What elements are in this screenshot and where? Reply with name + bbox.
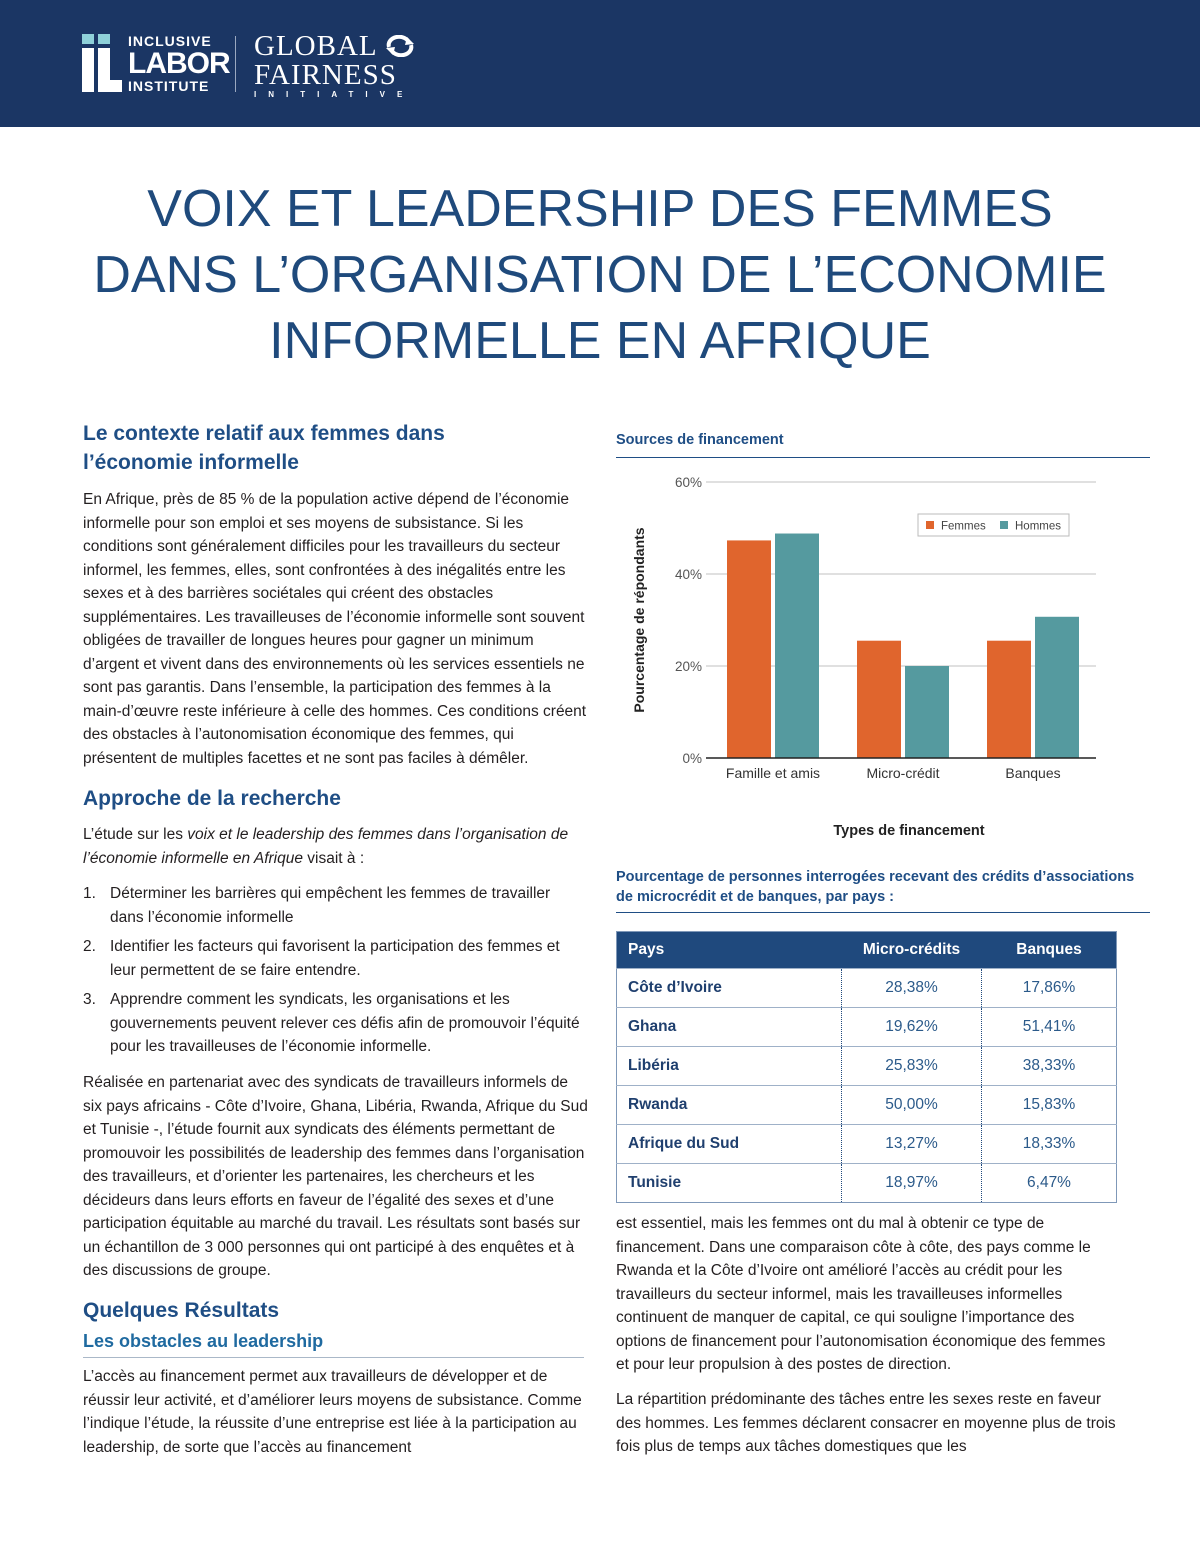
country-cell: Côte d’Ivoire	[616, 968, 842, 1008]
y-tick-label: 20%	[675, 659, 702, 674]
table-row: Rwanda 50,00% 15,83%	[616, 1085, 1117, 1125]
x-tick-label: Micro-crédit	[866, 765, 939, 781]
legend-label: Hommes	[1015, 521, 1061, 533]
table-row: Côte d’Ivoire 28,38% 17,86%	[616, 968, 1117, 1008]
logo-text: INCLUSIVE	[128, 33, 212, 49]
list-text: Identifier les facteurs qui favorisent l…	[110, 938, 560, 979]
paragraph-partnership: Réalisée en partenariat avec des syndica…	[83, 1074, 588, 1279]
title-line: DANS L’ORGANISATION DE L’ECONOMIE	[93, 246, 1107, 304]
x-tick-label: Banques	[1005, 765, 1060, 781]
microcredit-cell: 25,83%	[841, 1046, 982, 1086]
bar-hommes	[1035, 616, 1079, 758]
divider	[616, 457, 1150, 458]
microcredit-cell: 50,00%	[841, 1085, 982, 1125]
text: L’étude sur les	[83, 826, 188, 843]
logo-text: LABOR	[128, 47, 231, 80]
paragraph-approach: L’étude sur les voix et le leadership de…	[83, 823, 588, 870]
paragraph-context: En Afrique, près de 85 % de la populatio…	[83, 491, 587, 767]
legend-label: Femmes	[941, 521, 986, 533]
objectives-list: 1. Déterminer les barrières qui empêchent…	[83, 882, 588, 1065]
chart-title: Sources de financement	[616, 432, 784, 448]
bank-cell: 15,83%	[981, 1085, 1117, 1125]
paragraph-obstacles: L’accès au financement permet aux travai…	[83, 1368, 582, 1456]
text: visait à :	[302, 849, 365, 867]
microcredit-cell: 13,27%	[841, 1124, 982, 1164]
inclusive-labor-institute-logo: INCLUSIVE LABOR INSTITUTE	[82, 34, 231, 94]
ili-logo-mark-icon	[82, 34, 122, 92]
table-title: Pourcentage de personnes interrogées rec…	[616, 869, 1135, 905]
legend-swatch-femmes	[926, 521, 934, 529]
recycle-arrows-icon	[385, 34, 414, 58]
credit-by-country-table: Pays Micro-crédits Banques Côte d’Ivoire…	[616, 931, 1117, 1203]
y-axis-label: Pourcentage de répondants	[631, 527, 647, 712]
page-title: VOIX ET LEADERSHIP DES FEMMES DANS L’ORG…	[40, 176, 1160, 374]
legend-box	[917, 513, 1070, 537]
bank-cell: 38,33%	[981, 1046, 1117, 1086]
logo-text: INSTITUTE	[128, 78, 210, 94]
table-row: Ghana 19,62% 51,41%	[616, 1007, 1117, 1047]
logo-divider	[235, 36, 236, 92]
list-text: Apprendre comment les syndicats, les org…	[110, 991, 580, 1055]
logo-text: FAIRNESS	[254, 59, 397, 91]
table-row: Libéria 25,83% 38,33%	[616, 1046, 1117, 1086]
bank-cell: 51,41%	[981, 1007, 1117, 1047]
country-cell: Tunisie	[616, 1163, 842, 1203]
microcredit-cell: 18,97%	[841, 1163, 982, 1203]
x-axis-label: Types de financement	[833, 823, 984, 839]
list-item: 2. Identifier les facteurs qui favorisent…	[83, 935, 588, 982]
y-tick-label: 60%	[675, 475, 702, 490]
bar-hommes	[905, 666, 949, 758]
x-tick-label: Famille et amis	[726, 765, 820, 781]
y-tick-label: 40%	[675, 567, 702, 582]
column-header: Banques	[981, 931, 1117, 969]
heading-obstacles: Les obstacles au leadership	[83, 1331, 324, 1351]
bank-cell: 18,33%	[981, 1124, 1117, 1164]
bar-femmes	[857, 640, 901, 758]
divider	[616, 912, 1150, 913]
global-fairness-initiative-logo: GLOBAL FAIRNESS INITIATIVE	[254, 32, 415, 99]
table-row: Afrique du Sud 13,27% 18,33%	[616, 1124, 1117, 1164]
heading-approach: Approche de la recherche	[83, 787, 341, 810]
table-row: Tunisie 18,97% 6,47%	[616, 1163, 1117, 1203]
table-header-row: Pays Micro-crédits Banques	[616, 931, 1117, 969]
bank-cell: 17,86%	[981, 968, 1117, 1008]
microcredit-cell: 19,62%	[841, 1007, 982, 1047]
logo-text: INITIATIVE	[254, 90, 415, 99]
bar-hommes	[775, 533, 819, 758]
country-cell: Ghana	[616, 1007, 842, 1047]
country-cell: Libéria	[616, 1046, 842, 1086]
legend-swatch-hommes	[1000, 521, 1008, 529]
list-number: 3.	[83, 991, 96, 1008]
list-item: 3. Apprendre comment les syndicats, les o…	[83, 988, 588, 1059]
title-line: INFORMELLE EN AFRIQUE	[269, 312, 931, 370]
country-cell: Rwanda	[616, 1085, 842, 1125]
heading-context: Le contexte relatif aux femmes dans l’éc…	[83, 422, 445, 474]
y-tick-label: 0%	[682, 751, 702, 766]
bar-femmes	[727, 540, 771, 758]
list-number: 2.	[83, 938, 96, 955]
country-cell: Afrique du Sud	[616, 1124, 842, 1164]
column-header: Micro-crédits	[841, 931, 982, 969]
heading-results: Quelques Résultats	[83, 1299, 280, 1322]
funding-sources-chart: 0% 20% 40% 60% Famille et amis Micro-crédit Ba…	[631, 475, 1096, 839]
divider	[83, 1357, 584, 1358]
paragraph-tasks: La répartition prédominante des tâches e…	[616, 1391, 1116, 1455]
study-title: voix et le leadership des femmes dans l’…	[83, 826, 569, 867]
logo-text: GLOBAL	[254, 30, 377, 62]
bank-cell: 6,47%	[981, 1163, 1117, 1203]
list-item: 1. Déterminer les barrières qui empêchent…	[83, 882, 588, 929]
column-header: Pays	[616, 931, 842, 969]
title-line: VOIX ET LEADERSHIP DES FEMMES	[147, 180, 1053, 238]
header-banner: INCLUSIVE LABOR INSTITUTE GLOBAL FAIRNES…	[0, 0, 1200, 127]
list-text: Déterminer les barrières qui empêchent l…	[110, 885, 551, 926]
bar-femmes	[987, 640, 1031, 758]
microcredit-cell: 28,38%	[841, 968, 982, 1008]
list-number: 1.	[83, 885, 96, 902]
paragraph-financing: est essentiel, mais les femmes ont du ma…	[616, 1215, 1106, 1373]
